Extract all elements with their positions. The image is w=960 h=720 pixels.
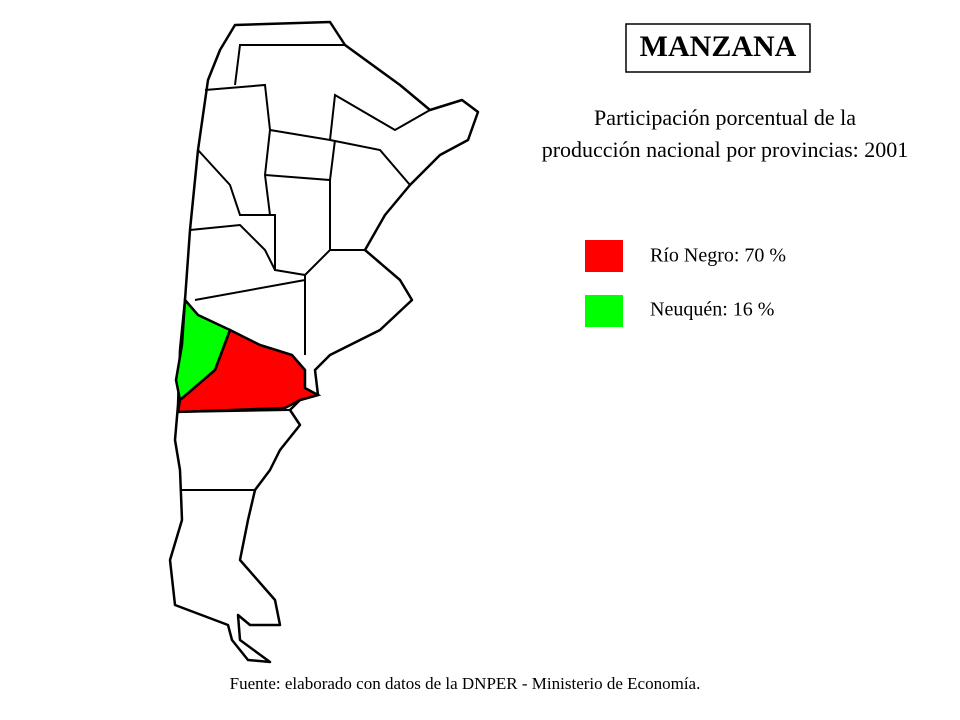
neuquen	[174, 296, 232, 403]
source: Fuente: elaborado con datos de la DNPER …	[230, 674, 701, 693]
title: MANZANA	[640, 30, 797, 63]
legend-swatch	[585, 240, 623, 272]
country-outline	[168, 20, 480, 664]
title-box	[625, 23, 811, 73]
legend-label: Neuquén: 16 %	[650, 299, 774, 321]
map	[168, 20, 480, 664]
legend-swatch	[585, 295, 623, 327]
legend-label: Río Negro: 70 %	[650, 245, 786, 267]
subtitle-line: Participación porcentual de la	[594, 105, 856, 130]
subtitle-line: producción nacional por provincias: 2001	[542, 137, 909, 162]
